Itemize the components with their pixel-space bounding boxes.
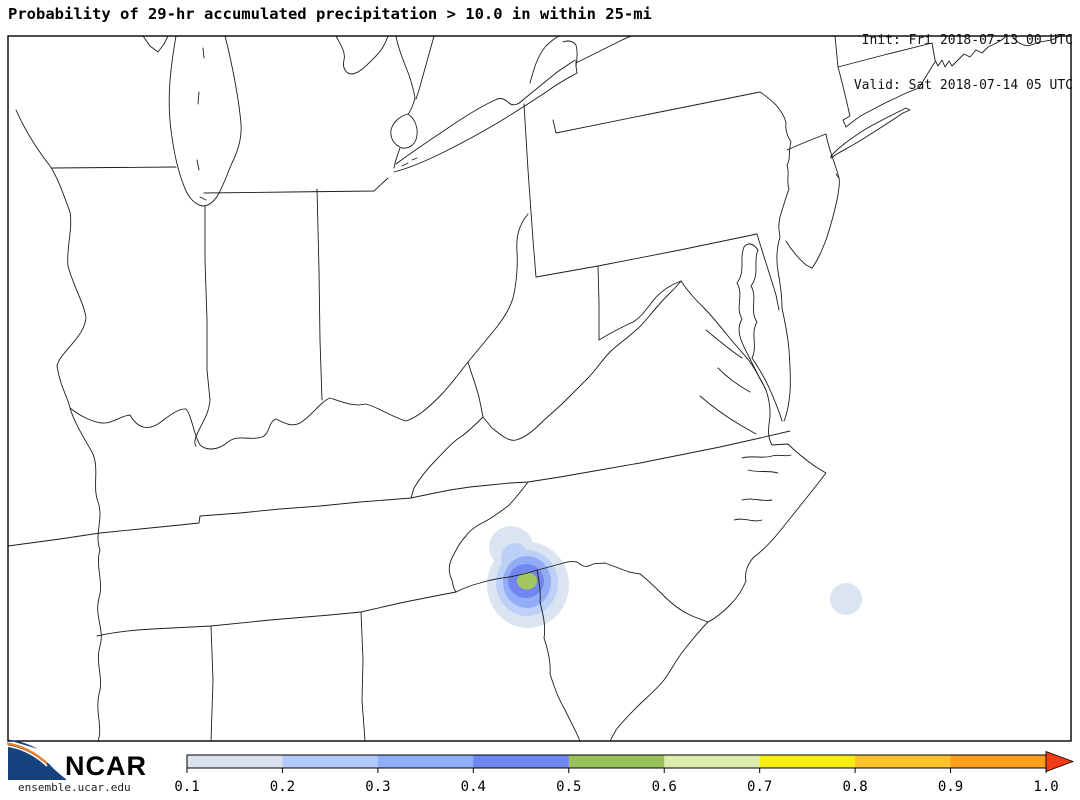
chesapeake-head [743, 243, 759, 251]
probability-contours [487, 526, 862, 628]
indiana-ohio-border [316, 188, 323, 401]
map-frame [7, 35, 1072, 742]
detroit-river [393, 147, 401, 169]
ncar-logo-white-arc [6, 745, 48, 767]
connecticut-coast [845, 87, 920, 128]
newjersey-coast [811, 173, 840, 269]
lake-erie-south-shore [393, 72, 578, 173]
secondary-probability-area [830, 583, 862, 615]
colorbar-tick-label: 0.2 [270, 779, 295, 795]
ontario-peninsula-shore [529, 36, 561, 84]
probability-colorbar: 0.1 0.2 0.3 0.4 0.5 0.6 0.7 0.8 0.9 1.0 [174, 750, 1075, 795]
green-bay [142, 36, 169, 53]
lake-michigan [168, 36, 242, 207]
potomac-upper [598, 280, 682, 341]
site-url: ensemble.ucar.edu [18, 781, 131, 794]
delaware-river [759, 91, 792, 238]
delaware-bay-west [776, 236, 783, 309]
york-river [717, 367, 751, 393]
colorbar-tick-label: 0.9 [938, 779, 963, 795]
connecticut-rhodeisland-border [931, 42, 936, 61]
state-borders [8, 36, 1061, 741]
ncar-logo-top-wedge [6, 739, 38, 749]
ncar-logo-sail [8, 744, 66, 780]
savannah-river-border [536, 569, 581, 741]
indiana-michigan-border [203, 177, 389, 194]
westvirginia-virginia-border [482, 280, 682, 441]
hampton-roads [765, 389, 773, 446]
newyork-pennsylvania-border [552, 91, 761, 134]
massachusetts-connecticut-border [837, 42, 933, 68]
page-title: Probability of 29-hr accumulated precipi… [8, 5, 652, 23]
colorbar-tick-label: 0.4 [461, 779, 486, 795]
lake-huron-shore [415, 36, 435, 100]
northcarolina-south-border [455, 561, 709, 623]
primary-probability-maximum [487, 526, 569, 628]
colorbar-tick-label: 0.6 [652, 779, 677, 795]
colorbar-tick-label: 0.3 [365, 779, 390, 795]
colorbar-tick-label: 1.0 [1033, 779, 1058, 795]
james-river [699, 395, 757, 435]
ncar-branding: NCAR ensemble.ucar.edu [6, 739, 176, 797]
cape-cod-corner [1011, 36, 1061, 47]
long-island-south-shore [830, 112, 904, 159]
albemarle-sound-2 [747, 469, 779, 474]
ohio-pennsylvania-border [523, 103, 537, 278]
connecticut-newyork-border [837, 66, 851, 128]
chesapeake-west-shore [736, 246, 767, 391]
colorbar-tick-label: 0.8 [842, 779, 867, 795]
carolina-coast [609, 443, 827, 741]
hudson-harbor [825, 133, 840, 179]
newyork-newjersey-border [786, 133, 827, 151]
ncar-logo-text: NCAR [65, 751, 147, 781]
michigan-thumb [395, 36, 416, 115]
kentucky-virginia-border [410, 416, 484, 499]
colorbar-tick-label: 0.1 [174, 779, 199, 795]
lake-michigan-marks [196, 47, 207, 201]
delmarva-atlantic-coast [781, 307, 791, 422]
newyork-newengland-border [834, 36, 839, 68]
big-sandy-river [467, 361, 484, 418]
lake-erie-islands [401, 157, 418, 167]
ncar-logo-orange-arc [6, 742, 48, 765]
lake-ontario-west-end [562, 40, 578, 67]
valid-time-label: Valid: Sat 2018-07-14 05 UTC [853, 78, 1073, 93]
long-island-north-shore [830, 107, 911, 157]
mason-dixon-line [535, 233, 758, 278]
neuse-river [733, 518, 763, 522]
rhodeisland-coast [934, 36, 1007, 68]
parallel-36-30-border [8, 430, 791, 547]
albemarle-sound [741, 454, 792, 459]
delaware-maryland-border [756, 233, 780, 311]
illinois-indiana-border [194, 205, 211, 447]
mississippi-alabama-border [210, 625, 214, 741]
tennessee-northcarolina-border [448, 481, 529, 593]
alabama-georgia-border [360, 611, 366, 741]
init-time-label: Init: Fri 2018-07-13 00 UTC [861, 33, 1073, 48]
mississippi-river [15, 109, 102, 741]
colorbar-tick-label: 0.7 [747, 779, 772, 795]
chesapeake-east-shore [750, 249, 783, 422]
wisconsin-illinois-border [51, 166, 177, 169]
lake-erie-north-shore [395, 59, 576, 165]
ohio-river [69, 213, 529, 450]
ncar-logo-icon [6, 739, 66, 780]
colorbar-tick-label: 0.5 [556, 779, 581, 795]
narragansett-shore [918, 61, 936, 89]
lake-ontario-south-shore [575, 36, 633, 64]
rappahannock-river [705, 329, 743, 359]
delaware-bay-east [785, 240, 813, 269]
lake-st-clair [390, 113, 418, 149]
tennessee-south-border [96, 591, 457, 637]
maryland-west-border [597, 265, 600, 341]
forecast-times: Init: Fri 2018-07-13 00 UTC Valid: Sat 2… [854, 3, 1073, 108]
saginaw-bay [335, 36, 389, 75]
pamlico-river [741, 498, 773, 501]
